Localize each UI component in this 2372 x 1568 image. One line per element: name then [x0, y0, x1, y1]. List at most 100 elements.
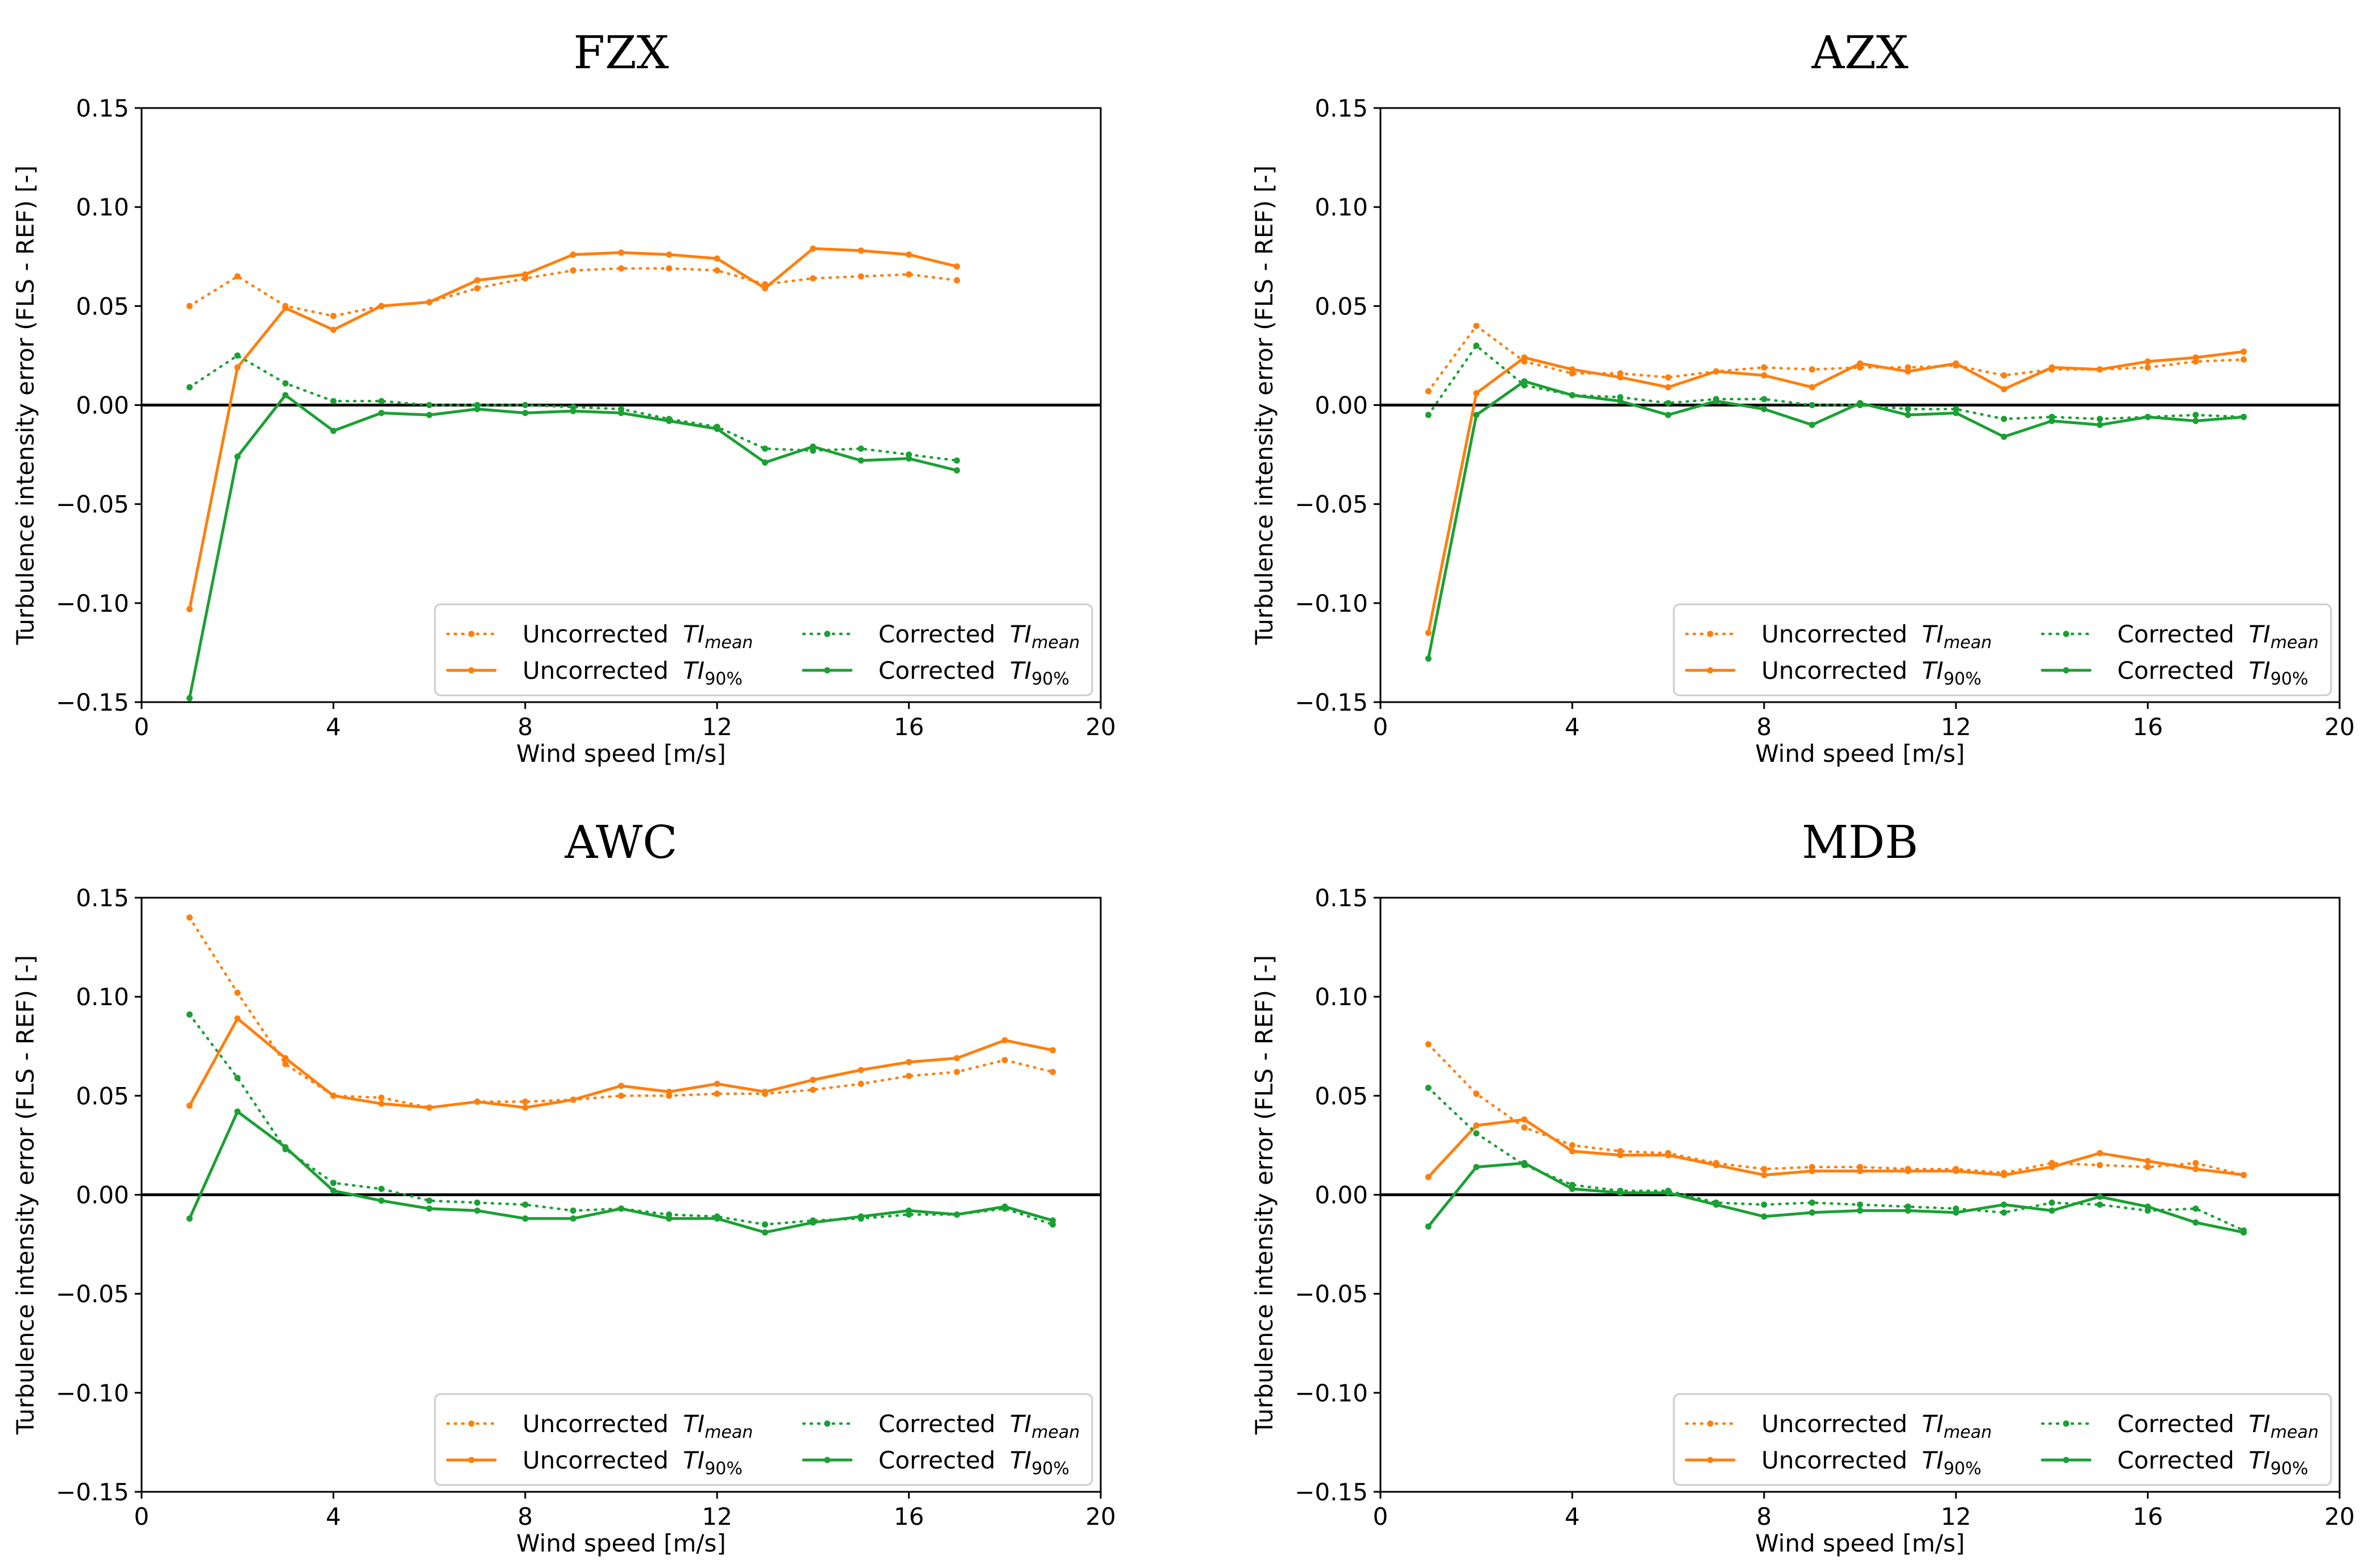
legend-marker — [468, 667, 475, 674]
data-point — [330, 428, 337, 434]
data-point — [474, 1199, 480, 1206]
legend-label: Uncorrected TI90% — [522, 657, 743, 689]
data-point — [1425, 655, 1432, 662]
data-point — [1712, 398, 1719, 404]
x-tick-label: 12 — [702, 1503, 732, 1530]
legend-label-subscript: 90% — [704, 669, 743, 689]
legend-entry-cor-mean: Corrected TImean — [802, 1410, 1080, 1442]
data-point — [186, 302, 193, 309]
data-point — [1050, 1217, 1056, 1224]
series-line — [188, 267, 959, 318]
data-point — [570, 251, 577, 258]
legend-label-ti: TI — [683, 657, 704, 685]
x-axis-label: Wind speed [m/s] — [1755, 740, 1965, 768]
legend: Uncorrected TImean Corrected TImeanUncorr… — [1673, 1393, 2332, 1486]
data-point — [2001, 433, 2008, 440]
data-point — [1521, 1160, 1528, 1167]
data-point — [2145, 1203, 2151, 1210]
legend-marker — [1707, 1457, 1714, 1463]
x-tick-label: 16 — [2133, 1503, 2163, 1530]
data-point — [2192, 354, 2199, 361]
y-tick-label: 0.00 — [1314, 392, 1368, 420]
data-point — [810, 275, 816, 282]
data-point — [2240, 413, 2247, 420]
x-tick-label: 8 — [517, 713, 533, 741]
x-tick-label: 4 — [326, 1503, 341, 1530]
legend-label-ti: TI — [1922, 1446, 1943, 1474]
legend-label-subscript: 90% — [1031, 669, 1069, 689]
data-point — [666, 417, 673, 424]
data-point — [1761, 364, 1768, 371]
data-point — [618, 1092, 624, 1099]
y-tick-label: 0.15 — [76, 94, 129, 122]
data-point — [953, 263, 960, 270]
data-point — [2240, 349, 2247, 355]
legend-label-prefix: Corrected — [878, 1410, 1003, 1438]
legend-label: Corrected TI90% — [2117, 1446, 2308, 1479]
y-axis-label: Turbulence intensity error (FLS - REF) [… — [1250, 955, 1278, 1435]
data-point — [234, 1075, 241, 1081]
y-tick-label: 0.15 — [1314, 94, 1368, 122]
series-line — [1426, 1162, 2245, 1234]
data-point — [810, 245, 816, 252]
x-tick-label: 8 — [1756, 1503, 1772, 1530]
data-point — [1809, 1209, 1815, 1216]
data-point — [1425, 388, 1432, 395]
data-point — [1425, 1173, 1432, 1180]
x-tick-label: 0 — [1373, 713, 1388, 741]
data-point — [474, 277, 480, 284]
legend-label-prefix: Uncorrected — [1761, 1410, 1915, 1438]
data-point — [857, 247, 864, 254]
data-point — [426, 1104, 433, 1111]
data-point — [1521, 354, 1528, 361]
series-uncorrected-ti-mean — [186, 265, 960, 320]
data-point — [2048, 1164, 2055, 1171]
data-point — [1665, 1152, 1672, 1159]
data-point — [186, 1215, 193, 1222]
data-point — [1952, 1209, 1959, 1216]
y-tick-label: −0.05 — [1295, 1280, 1368, 1308]
legend-marker — [824, 667, 831, 674]
data-point — [474, 285, 480, 292]
legend-marker — [2063, 667, 2070, 674]
data-point — [762, 1088, 768, 1095]
data-point — [186, 605, 193, 612]
data-point — [186, 1011, 193, 1018]
x-tick-label: 8 — [1756, 713, 1772, 741]
chart-panel-azx: AZX 0 4 8 12 16 20 0.15 0.10 0.05 0.00 −0.05 −0.10 −0… — [1250, 26, 2355, 768]
data-point — [426, 298, 433, 305]
data-point — [1425, 1223, 1432, 1230]
x-tick-label: 16 — [894, 713, 924, 741]
legend-marker — [468, 1420, 475, 1427]
legend-label-ti: TI — [1010, 620, 1031, 648]
chart-panel-awc: AWC 0 4 8 12 16 20 0.15 0.10 0.05 0.00 −0.05 −0.10 −0… — [11, 816, 1116, 1557]
data-point — [1617, 1189, 1624, 1196]
legend-marker — [2063, 1457, 2070, 1463]
legend-marker — [468, 630, 475, 637]
data-point — [2192, 1160, 2199, 1167]
x-tick-label: 0 — [134, 1503, 150, 1530]
data-point — [1665, 384, 1672, 391]
y-tick-label: 0.15 — [76, 884, 129, 912]
legend-label-ti: TI — [1010, 657, 1031, 685]
x-tick-label: 0 — [1373, 1503, 1388, 1530]
legend-label-subscript: 90% — [1031, 1459, 1069, 1479]
legend-label: Uncorrected TImean — [1761, 1410, 1992, 1442]
legend-label-subscript: mean — [1943, 633, 1992, 653]
data-point — [953, 1069, 960, 1075]
y-axis-label: Turbulence intensity error (FLS - REF) [… — [1250, 165, 1278, 645]
data-point — [2048, 364, 2055, 371]
data-point — [1521, 378, 1528, 385]
legend-label-ti: TI — [1010, 1446, 1031, 1474]
legend-entry-unc-mean: Uncorrected TImean — [446, 620, 753, 653]
legend: Uncorrected TImean Corrected TImeanUncorr… — [434, 603, 1093, 696]
data-point — [2001, 372, 2008, 379]
y-tick-label: −0.05 — [56, 491, 129, 518]
data-point — [378, 409, 385, 416]
data-point — [2145, 364, 2151, 371]
legend-box — [434, 1393, 1093, 1486]
series-corrected-ti-mean — [1425, 1084, 2247, 1234]
data-point — [2048, 1199, 2055, 1206]
series-corrected-ti-mean — [1425, 342, 2247, 422]
legend-label-ti: TI — [683, 620, 704, 648]
